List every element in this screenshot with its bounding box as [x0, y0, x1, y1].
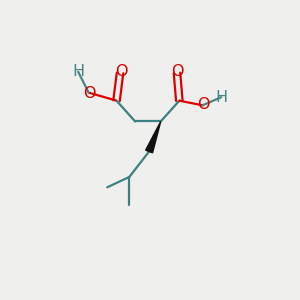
Text: O: O	[197, 97, 210, 112]
Text: H: H	[72, 64, 84, 79]
Text: O: O	[84, 86, 96, 101]
Text: O: O	[115, 64, 128, 79]
Polygon shape	[146, 122, 161, 153]
Text: O: O	[171, 64, 183, 79]
Text: H: H	[215, 90, 227, 105]
